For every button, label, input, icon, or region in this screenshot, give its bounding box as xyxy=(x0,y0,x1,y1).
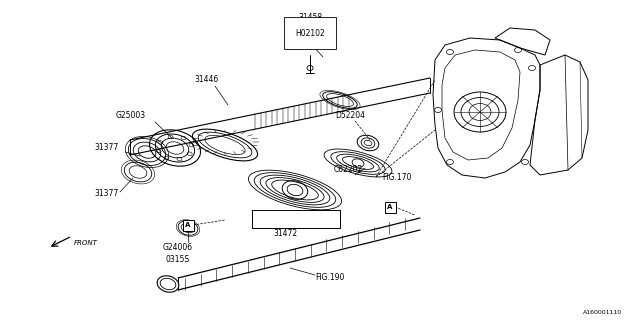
Text: 31377: 31377 xyxy=(95,188,119,197)
Text: FRONT: FRONT xyxy=(74,240,98,246)
Text: G24006: G24006 xyxy=(163,244,193,252)
Text: D52204: D52204 xyxy=(335,110,365,119)
Text: FIG.170: FIG.170 xyxy=(382,172,412,181)
Text: C62202: C62202 xyxy=(333,165,363,174)
Text: A: A xyxy=(387,204,393,210)
Text: 31472: 31472 xyxy=(273,228,297,237)
Ellipse shape xyxy=(157,276,179,292)
Text: 31446: 31446 xyxy=(195,76,219,84)
FancyBboxPatch shape xyxy=(182,220,193,230)
Text: 31377: 31377 xyxy=(95,142,119,151)
Text: 0315S: 0315S xyxy=(166,254,190,263)
Text: G25003: G25003 xyxy=(116,111,146,121)
Text: FIG.190: FIG.190 xyxy=(316,274,345,283)
Text: A160001110: A160001110 xyxy=(583,310,622,316)
Text: A: A xyxy=(186,222,191,228)
Text: H02102: H02102 xyxy=(295,28,325,37)
Text: 31458: 31458 xyxy=(298,12,322,21)
FancyBboxPatch shape xyxy=(385,202,396,212)
